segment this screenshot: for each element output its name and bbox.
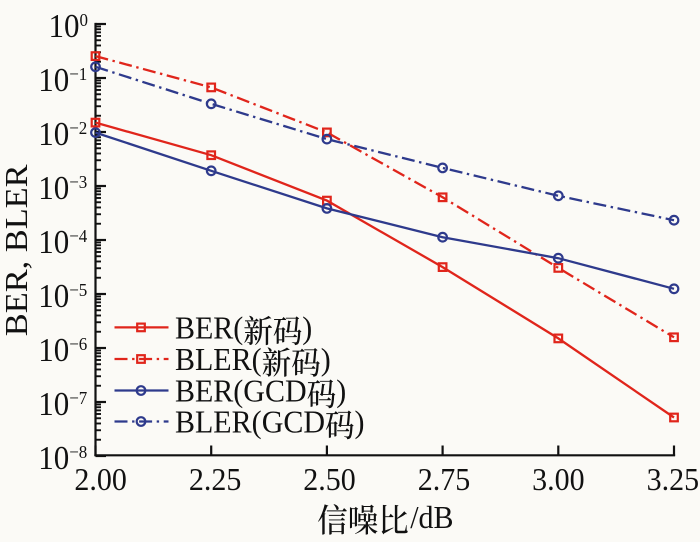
svg-text:−6: −6 <box>69 334 87 355</box>
svg-text:): ) <box>321 341 331 377</box>
svg-text:−3: −3 <box>69 172 87 193</box>
svg-text:GCD: GCD <box>262 404 325 440</box>
svg-text:BLER(: BLER( <box>175 341 262 377</box>
svg-text:2.25: 2.25 <box>189 461 241 497</box>
svg-text:3.25: 3.25 <box>647 461 699 497</box>
svg-text:−8: −8 <box>69 442 87 463</box>
svg-text:): ) <box>336 373 346 409</box>
svg-text:−1: −1 <box>69 64 87 85</box>
svg-text:10: 10 <box>38 385 69 422</box>
svg-text:BER(: BER( <box>175 373 243 409</box>
svg-text:10: 10 <box>38 331 69 368</box>
svg-text:10: 10 <box>49 7 80 44</box>
svg-text:BER, BLER: BER, BLER <box>0 164 35 337</box>
svg-text:2.00: 2.00 <box>74 461 126 497</box>
svg-text:−2: −2 <box>69 118 87 139</box>
svg-text:3.00: 3.00 <box>532 461 584 497</box>
svg-text:10: 10 <box>38 61 69 98</box>
svg-text:10: 10 <box>38 115 69 152</box>
svg-text:−7: −7 <box>69 388 87 409</box>
svg-text:BER(: BER( <box>175 310 243 346</box>
svg-text:): ) <box>302 310 312 346</box>
svg-text:BLER(: BLER( <box>175 404 262 440</box>
svg-text:10: 10 <box>38 169 69 206</box>
svg-text:−5: −5 <box>69 280 87 301</box>
svg-text:10: 10 <box>38 277 69 314</box>
svg-text:2.50: 2.50 <box>303 461 355 497</box>
svg-text:10: 10 <box>38 439 69 476</box>
svg-text:2.75: 2.75 <box>418 461 470 497</box>
svg-text:GCD: GCD <box>243 373 306 409</box>
svg-text:−4: −4 <box>69 226 87 247</box>
svg-text:): ) <box>355 404 365 440</box>
svg-text:/dB: /dB <box>410 499 453 535</box>
svg-text:10: 10 <box>38 223 69 260</box>
svg-text:0: 0 <box>80 10 89 31</box>
